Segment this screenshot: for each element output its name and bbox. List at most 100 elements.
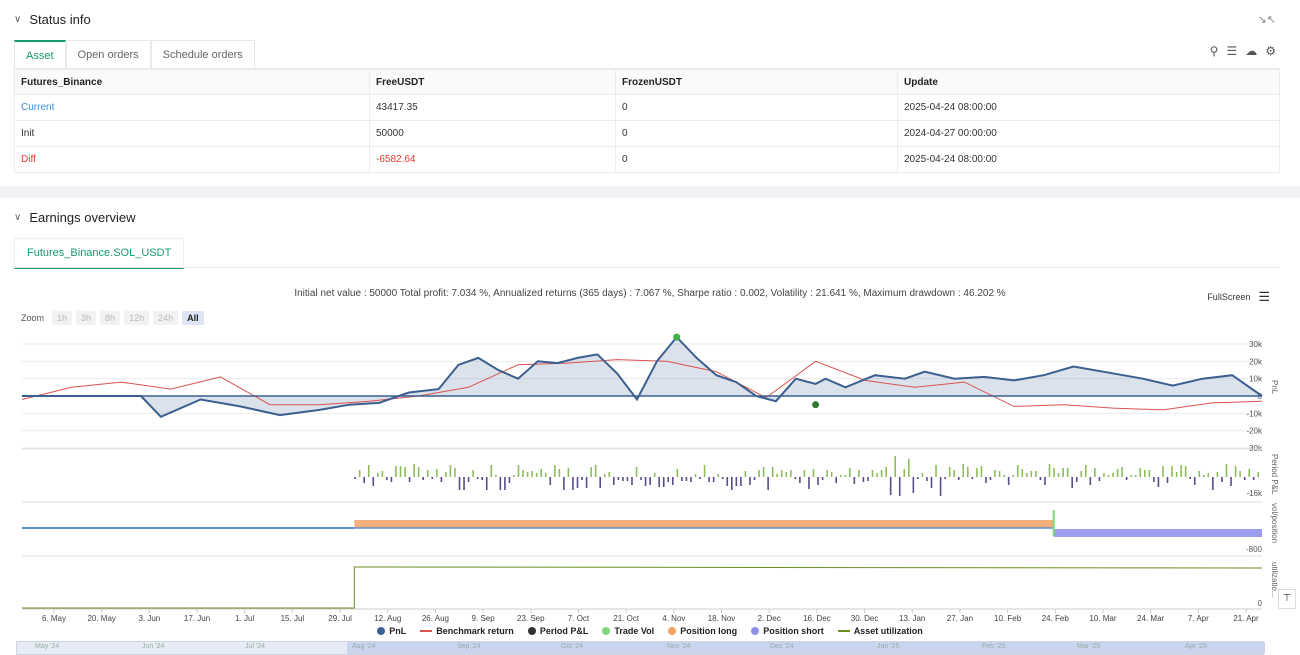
period-pnl-bar [563,477,565,490]
period-pnl-bar [504,477,506,490]
period-pnl-bar [599,477,601,488]
period-pnl-bar [998,471,1001,477]
table-cell: 2025-04-24 08:00:00 [897,146,1280,173]
period-pnl-bar [417,467,420,477]
legend-item-trade-vol[interactable]: Trade Vol [602,626,654,636]
zoom-1h[interactable]: 1h [52,311,73,325]
zoom-24h[interactable]: 24h [153,311,179,325]
legend-item-asset-utilization[interactable]: Asset utilization [837,626,923,636]
util-axis-label: utilizatio... [1270,562,1279,598]
tab-asset[interactable]: Asset [14,40,66,68]
period-pnl-bar [812,469,815,477]
period-pnl-bar [1166,477,1169,483]
cloud-icon[interactable]: ☁ [1245,44,1258,58]
earnings-panel: ∨ Earnings overview Futures_Binance.SOL_… [0,198,1300,655]
tab-schedule-orders[interactable]: Schedule orders [150,40,255,68]
period-pnl-bar [499,477,502,490]
period-pnl-bar [1021,469,1024,477]
chevron-down-icon[interactable]: ∨ [14,14,22,25]
x-tick-label: 21. Oct [613,614,640,623]
tab-open-orders[interactable]: Open orders [65,40,151,68]
position-axis-label: vol/position [1270,503,1279,543]
period-pnl-bar [1203,475,1205,477]
zoom-3h[interactable]: 3h [76,311,97,325]
row-label-current[interactable]: Current [14,94,370,121]
legend-item-position-long[interactable]: Position long [668,626,737,636]
menu-icon[interactable]: ☰ [1226,44,1238,58]
period-pnl-bar [662,477,665,487]
period-pnl-bar [826,470,828,477]
period-pnl-bar [1030,471,1033,477]
period-pnl-bar [377,473,379,477]
legend-item-pnl[interactable]: PnL [377,626,406,636]
period-pnl-bar [735,477,738,486]
collapse-icon[interactable]: ↘↖ [1257,14,1276,26]
zoom-all[interactable]: All [182,311,204,325]
period-pnl-bar [1252,477,1255,480]
period-pnl-bar [1098,477,1101,481]
pnl-tick-label: 10k [1249,375,1263,384]
period-pnl-bar [703,465,706,477]
col-header: Update [897,69,1280,95]
earnings-header[interactable]: ∨ Earnings overview [14,210,136,225]
legend-label: Benchmark return [436,626,514,636]
hamburger-icon[interactable]: ☰ [1258,289,1270,304]
period-pnl-bar [694,474,697,477]
period-pnl-bar [1003,475,1005,477]
x-tick-label: 1. Jul [235,614,254,623]
legend-line [420,630,433,632]
period-pnl-bar [744,471,747,477]
period-pnl-bar [1162,466,1164,477]
status-header[interactable]: ∨ Status info [14,12,91,27]
period-pnl-bar [408,477,411,482]
navigator-selection[interactable] [347,642,1265,654]
x-tick-label: 20. May [87,614,115,623]
chevron-down-icon[interactable]: ∨ [14,212,22,223]
period-pnl-bar [472,470,474,477]
zoom-12h[interactable]: 12h [124,311,150,325]
period-pnl-bar [1230,477,1232,486]
legend-item-benchmark[interactable]: Benchmark return [420,626,514,636]
period-pnl-bar [994,470,996,477]
period-pnl-bar [1035,471,1037,477]
range-navigator[interactable]: May '24 Jun '24 Jul '24 Aug '24 Sep '24 … [16,641,1265,655]
pnl-area [22,337,1262,417]
scroll-top-button[interactable]: ⊤ [1278,589,1296,609]
pnl-tick-label: -20k [1246,427,1263,436]
tab-sol-usdt[interactable]: Futures_Binance.SOL_USDT [14,238,185,269]
period-pnl-bar [531,471,533,477]
period-pnl-bar [985,477,987,483]
nav-label: Dec '24 [770,643,794,650]
period-pnl-bar [790,470,792,477]
period-pnl-bar [1216,472,1219,477]
pnl-min-marker [812,401,820,409]
zoom-8h[interactable]: 8h [100,311,121,325]
period-pnl-bar [1075,477,1078,482]
legend-item-period-pnl[interactable]: Period P&L [527,626,588,636]
period-pnl-bar [1103,473,1105,477]
x-tick-label: 18. Nov [708,614,736,623]
period-pnl-bar [721,477,724,479]
period-pnl-bar [458,477,461,490]
x-tick-label: 4. Nov [662,614,685,623]
period-pnl-bar [1116,469,1119,477]
fullscreen-button[interactable]: FullScreen [1207,292,1251,302]
period-pnl-bar [948,467,951,477]
period-pnl-bar [436,469,438,477]
period-pnl-bar [967,467,969,477]
pnl-tick-label: 20k [1249,357,1263,366]
period-pnl-bar [1094,468,1096,477]
period-pnl-bar [835,477,837,483]
period-pnl-bar [871,470,874,477]
period-pnl-bar [367,465,370,477]
period-pnl-bar [690,477,692,482]
search-icon[interactable]: ⚲ [1209,44,1219,58]
x-tick-label: 7. Apr [1188,614,1209,623]
pnl-max-marker [673,333,681,341]
table-row: Init 50000 0 2024-04-27 00:00:00 [14,120,1280,147]
gear-icon[interactable]: ⚙ [1265,44,1276,58]
legend-item-position-short[interactable]: Position short [751,626,824,636]
position-short-band [1053,529,1262,537]
period-pnl-bar [1144,470,1146,477]
fullscreen-control: FullScreen ☰ [1207,289,1270,305]
